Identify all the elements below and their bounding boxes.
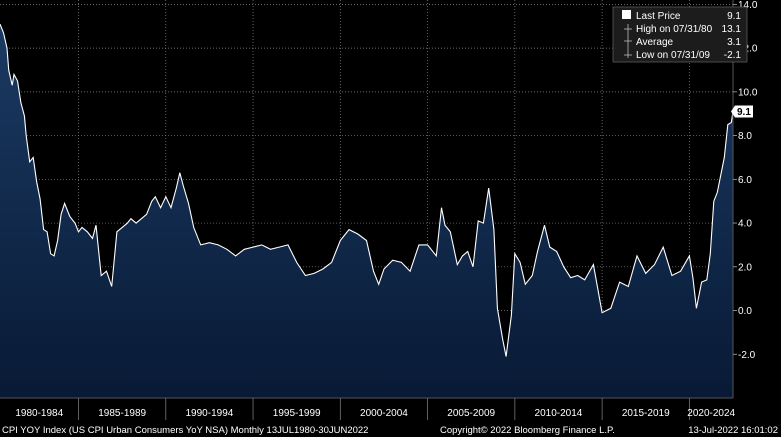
y-tick-label: 6.0 (738, 175, 752, 186)
y-tick-label: 12.0 (738, 44, 758, 55)
legend: Last Price 9.1 High on 07/31/80 13.1 Ave… (612, 6, 748, 63)
last-price-marker-icon (622, 10, 631, 19)
legend-label-average: Average (636, 37, 674, 48)
legend-label-high: High on 07/31/80 (636, 24, 713, 35)
y-axis: -2.0 0.0 2.0 4.0 6.0 8.0 10.0 12.0 14.0 (733, 0, 758, 361)
legend-value-average: 3.1 (727, 37, 741, 48)
y-tick-label: 0.0 (738, 306, 752, 317)
legend-box (612, 6, 748, 63)
x-axis: 1980-1984 1985-1989 1990-1994 1995-1999 2000… (15, 398, 736, 420)
y-tick-label: -2.0 (738, 350, 756, 361)
footer-series-description: CPI YOY Index (US CPI Urban Consumers Yo… (2, 425, 368, 436)
x-tick-label: 1980-1984 (15, 408, 63, 419)
y-tick-label: 10.0 (738, 87, 758, 98)
x-tick-label: 2020-2024 (687, 408, 735, 419)
x-tick-label: 2005-2009 (447, 408, 495, 419)
series-area (0, 24, 733, 398)
last-value-box (731, 105, 753, 118)
series-line (0, 23, 733, 357)
footer-copyright: Copyright© 2022 Bloomberg Finance L.P. (440, 425, 615, 436)
x-tick-label: 1995-1999 (273, 408, 321, 419)
y-tick-label: 2.0 (738, 262, 752, 273)
legend-value-high: 13.1 (722, 24, 742, 35)
footer-timestamp: 13-Jul-2022 16:01:02 (688, 425, 778, 436)
y-tick-label: 8.0 (738, 131, 752, 142)
footer: CPI YOY Index (US CPI Urban Consumers Yo… (2, 425, 778, 436)
x-tick-label: 2015-2019 (622, 408, 670, 419)
legend-label-low: Low on 07/31/09 (636, 50, 710, 61)
y-tick-label: 4.0 (738, 219, 752, 230)
y-tick-label: 14.0 (738, 0, 758, 11)
last-value-marker: 9.1 (731, 105, 753, 118)
x-tick-label: 2000-2004 (360, 408, 408, 419)
last-value-label: 9.1 (737, 107, 751, 118)
legend-value-last-price: 9.1 (727, 11, 741, 22)
legend-value-low: -2.1 (724, 50, 742, 61)
x-tick-label: 1990-1994 (186, 408, 234, 419)
x-tick-label: 2010-2014 (535, 408, 583, 419)
legend-label-last-price: Last Price (636, 11, 681, 22)
x-tick-label: 1985-1989 (98, 408, 146, 419)
